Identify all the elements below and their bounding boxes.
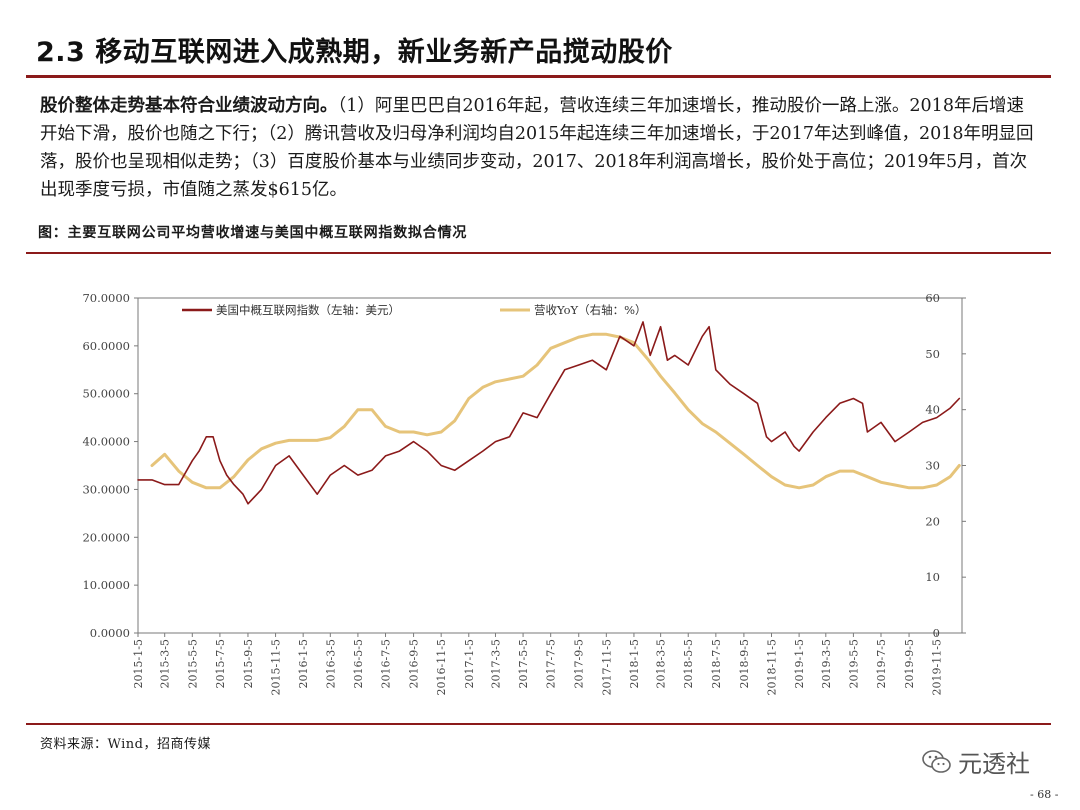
- x-axis-tick-label: 2015-5-5: [186, 639, 199, 688]
- index-series-line: [137, 321, 961, 505]
- left-axis-tick-label: 60.0000: [82, 339, 130, 353]
- caption-divider: [26, 252, 1051, 254]
- paragraph-body: （1）阿里巴巴自2016年起，营收连续三年加速增长，推动股价一路上涨。2018年…: [40, 96, 1034, 200]
- left-axis-tick-label: 70.0000: [82, 291, 130, 305]
- watermark-text: 元透社: [958, 750, 1030, 778]
- x-axis-tick-label: 2015-3-5: [159, 639, 172, 688]
- x-axis-tick-label: 2015-9-5: [242, 639, 255, 688]
- x-axis-tick-label: 2017-5-5: [517, 639, 530, 688]
- source-note: 资料来源：Wind，招商传媒: [40, 737, 211, 752]
- x-axis-tick-label: 2017-11-5: [600, 639, 613, 695]
- x-axis-tick-label: 2017-7-5: [545, 639, 558, 688]
- x-axis-tick-label: 2016-3-5: [324, 639, 337, 688]
- x-axis-tick-label: 2015-11-5: [270, 639, 283, 695]
- right-axis-tick-label: 60: [925, 291, 940, 305]
- x-axis-tick-label: 2019-1-5: [793, 639, 806, 688]
- x-axis-tick-label: 2016-11-5: [435, 639, 448, 695]
- x-axis-tick-label: 2016-7-5: [380, 639, 393, 688]
- watermark: 元透社: [922, 744, 1030, 779]
- right-axis-tick-label: 50: [925, 347, 940, 361]
- x-axis-tick-label: 2018-1-5: [628, 639, 641, 688]
- right-axis-tick-label: 10: [925, 570, 940, 584]
- x-axis-tick-label: 2015-1-5: [132, 639, 145, 688]
- x-axis-tick-label: 2016-9-5: [408, 639, 421, 688]
- wechat-icon: [922, 749, 951, 773]
- paragraph-lead: 股价整体走势基本符合业绩波动方向。: [40, 96, 338, 116]
- figure-caption: 图：主要互联网公司平均营收增速与美国中概互联网指数拟合情况: [38, 225, 468, 241]
- x-axis-tick-label: 2019-7-5: [875, 639, 888, 688]
- right-axis-tick-label: 20: [925, 514, 940, 528]
- left-axis-tick-label: 10.0000: [82, 578, 130, 592]
- x-axis-tick-label: 2018-7-5: [710, 639, 723, 688]
- x-axis-tick-label: 2019-11-5: [931, 639, 944, 695]
- x-axis-tick-label: 2018-5-5: [682, 639, 695, 688]
- legend-label-index: 美国中概互联网指数（左轴：美元）: [216, 303, 400, 317]
- yoy-series-line: [150, 332, 961, 490]
- title-divider: [26, 75, 1051, 78]
- page-title: 2.3 移动互联网进入成熟期，新业务新产品搅动股价: [36, 37, 673, 68]
- x-axis-tick-label: 2017-1-5: [463, 639, 476, 688]
- x-axis-tick-label: 2017-3-5: [489, 639, 502, 688]
- x-axis-tick-label: 2019-3-5: [820, 639, 833, 688]
- right-axis-tick-label: 40: [925, 403, 940, 417]
- summary-paragraph: 股价整体走势基本符合业绩波动方向。（1）阿里巴巴自2016年起，营收连续三年加速…: [40, 92, 1040, 204]
- left-axis-tick-label: 50.0000: [82, 387, 130, 401]
- x-axis-tick-label: 2018-3-5: [655, 639, 668, 688]
- left-axis-tick-label: 30.0000: [82, 482, 130, 496]
- x-axis-tick-label: 2019-9-5: [903, 639, 916, 688]
- legend-label-yoy: 营收YoY（右轴：%）: [534, 303, 647, 317]
- left-axis-tick-label: 40.0000: [82, 435, 130, 449]
- source-divider: [26, 723, 1051, 725]
- x-axis-tick-label: 2017-9-5: [573, 639, 586, 688]
- x-axis-tick-label: 2016-1-5: [297, 639, 310, 688]
- page-number: - 68 -: [1030, 788, 1059, 801]
- left-axis-tick-label: 0.0000: [90, 626, 130, 640]
- x-axis-tick-label: 2019-5-5: [847, 639, 860, 688]
- x-axis-tick-label: 2015-7-5: [214, 639, 227, 688]
- left-axis-tick-label: 20.0000: [82, 530, 130, 544]
- x-axis-tick-label: 2018-9-5: [738, 639, 751, 688]
- right-axis-tick-label: 30: [925, 459, 940, 473]
- x-axis-tick-label: 2016-5-5: [352, 639, 365, 688]
- x-axis-tick-label: 2018-11-5: [765, 639, 778, 695]
